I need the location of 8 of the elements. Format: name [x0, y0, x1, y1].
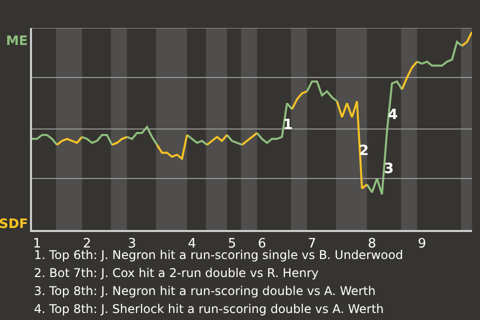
text: ME [6, 34, 28, 49]
annotation: 1 [283, 117, 293, 133]
text: SDF [0, 217, 28, 232]
text: 2. Bot 7th: J. Cox hit a 2-run double vs R. Henry [34, 266, 319, 280]
text: 4. Top 8th: J. Sherlock hit a run-scoring double vs A. Werth [34, 302, 384, 316]
text: 3. Top 8th: J. Negron hit a run-scoring double vs A. Werth [34, 284, 376, 298]
annotation: 3 [384, 161, 394, 177]
x-tick-label: 9 [418, 236, 426, 252]
